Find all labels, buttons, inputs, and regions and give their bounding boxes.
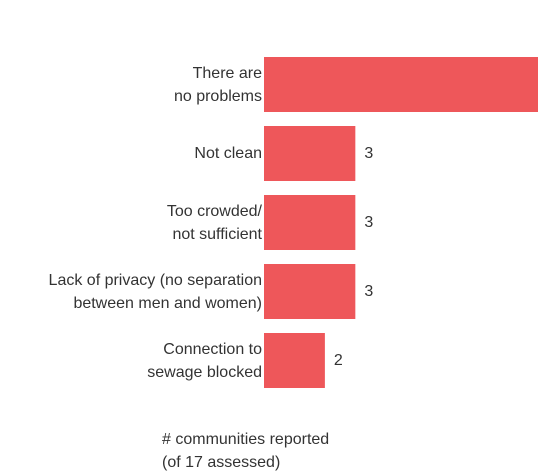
x-axis-title-line-1: # communities reported: [162, 431, 330, 448]
bar-1: [264, 126, 356, 181]
x-axis-title: # communities reported (of 17 assessed): [162, 428, 329, 474]
category-label-2: Too crowded/not sufficient: [166, 202, 262, 243]
x-axis-title-line-2: (of 17 assessed): [162, 454, 281, 471]
category-label-4: Connection to sewage blocked: [147, 340, 262, 381]
value-label-1: 3: [364, 144, 374, 162]
category-label-0: There are no problems: [173, 64, 262, 105]
bar-4: [264, 333, 325, 388]
value-label-4: 2: [333, 351, 343, 369]
value-label-3: 3: [364, 282, 374, 300]
category-label-3: Lack of privacy (no separation between me…: [48, 271, 262, 312]
value-label-2: 3: [364, 213, 374, 231]
bar-3: [264, 264, 356, 319]
bar-2: [264, 195, 356, 250]
category-label-1: Not clean: [194, 145, 262, 162]
bar-0: [264, 57, 538, 112]
